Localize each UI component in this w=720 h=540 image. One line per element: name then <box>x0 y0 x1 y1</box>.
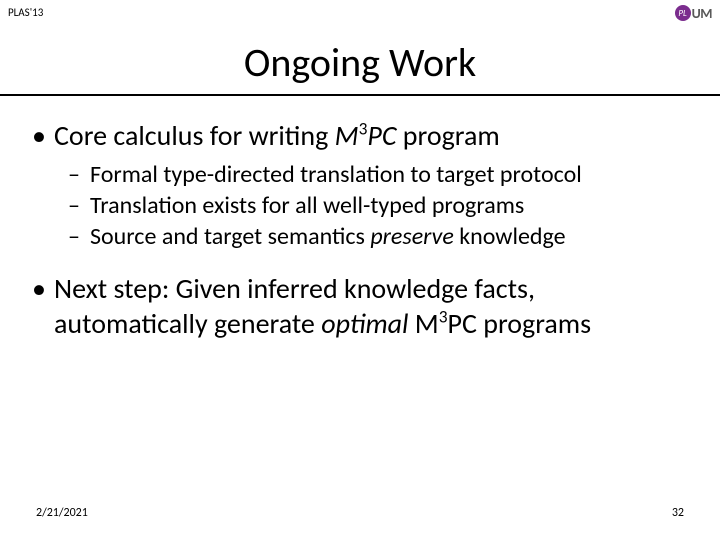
text: knowledge <box>454 222 566 251</box>
footer-date: 2/21/2021 <box>36 506 88 520</box>
text: M <box>408 306 438 341</box>
slide-content: Core calculus for writing M3PC program F… <box>30 118 690 347</box>
sup-3-b: 3 <box>439 305 448 327</box>
text: Core calculus for writing <box>54 118 335 153</box>
university-logo: PLUM <box>664 4 712 22</box>
footer-page-number: 32 <box>672 506 684 520</box>
text: PC programs <box>448 306 592 341</box>
text: program <box>396 118 499 153</box>
bullet-next-step: Next step: Given inferred knowledge fact… <box>30 271 690 341</box>
slide-title: Ongoing Work <box>0 38 720 87</box>
bullet-preserve-knowledge: Source and target semantics preserve kno… <box>30 221 690 252</box>
bullet-core-calculus: Core calculus for writing M3PC program <box>30 118 690 153</box>
conference-label: PLAS'13 <box>8 6 43 19</box>
title-underline <box>0 94 720 96</box>
preserve-italic: preserve <box>370 222 453 251</box>
bullet-translation-exists: Translation exists for all well-typed pr… <box>30 190 690 221</box>
m-italic: M <box>335 118 359 153</box>
text: Source and target semantics <box>90 222 370 251</box>
pc-italic: PC <box>367 118 396 153</box>
bullet-formal-translation: Formal type-directed translation to targ… <box>30 159 690 190</box>
logo-text: UM <box>692 5 712 22</box>
optimal-italic: optimal <box>321 306 408 341</box>
spacer <box>30 253 690 271</box>
logo-circle: PL <box>675 5 691 21</box>
